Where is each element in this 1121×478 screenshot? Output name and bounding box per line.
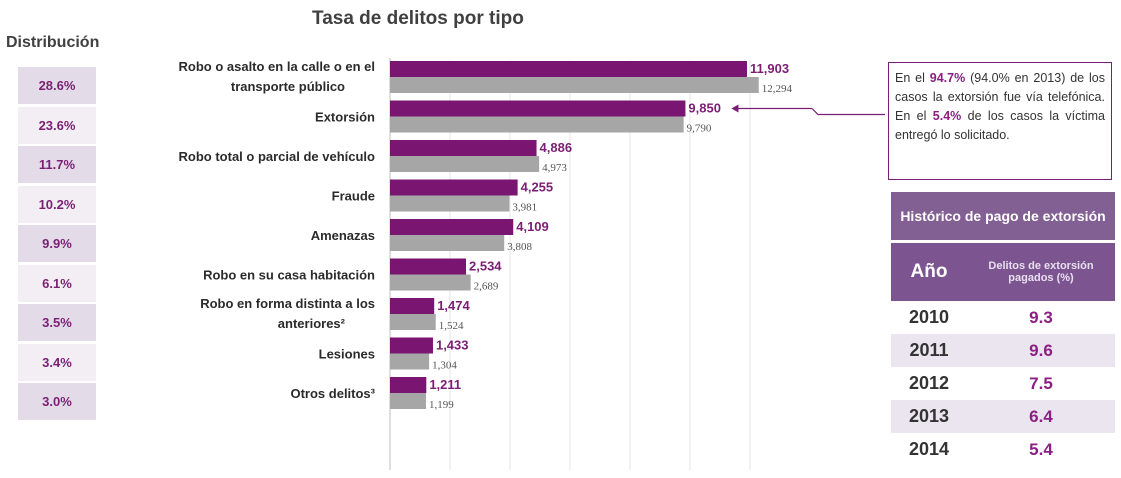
data-label-series-1: 4,886 (540, 140, 573, 155)
bar-chart: 11,903 12,294 Robo o asalto en la calle o … (179, 58, 885, 470)
history-year: 2014 (908, 439, 950, 459)
bar-series-2 (390, 393, 426, 409)
history-col-year: Año (910, 261, 948, 282)
bar-series-1 (390, 61, 747, 77)
data-label-series-2: 1,304 (432, 360, 457, 372)
history-year: 2012 (908, 373, 950, 393)
history-row: 2012 7.5 (891, 367, 1115, 400)
data-label-series-1: 4,109 (516, 219, 549, 234)
category-label: Extorsión (315, 110, 375, 125)
callout-arrowhead (731, 104, 739, 113)
data-label-series-2: 2,689 (474, 281, 499, 293)
history-year: 2013 (908, 406, 950, 426)
extortion-note: En el 94.7% (94.0% en 2013) de los casos… (888, 62, 1112, 180)
data-label-series-2: 1,199 (429, 399, 454, 411)
history-pct: 9.6 (1029, 340, 1053, 360)
history-title: Histórico de pago de extorsión (891, 192, 1115, 240)
category-label: anteriores² (278, 316, 346, 331)
data-label-series-1: 11,903 (750, 61, 789, 76)
data-label-series-1: 1,433 (436, 338, 469, 353)
data-label-series-2: 12,294 (762, 83, 793, 95)
note-highlight-1: 94.7% (929, 71, 966, 85)
category-label: Otros delitos³ (290, 386, 375, 401)
note-text-2: (94.0% en 2013) de los casos la extorsió… (895, 71, 1105, 123)
history-year: 2011 (909, 340, 949, 360)
bar-series-2 (390, 77, 759, 93)
category-label: Robo en forma distinta a los (200, 296, 375, 311)
history-row: 2013 6.4 (891, 400, 1115, 433)
data-label-series-1: 9,850 (688, 101, 721, 116)
history-pct: 7.5 (1029, 373, 1053, 393)
bar-series-2 (390, 353, 430, 370)
bar-series-1 (390, 337, 433, 354)
history-row: 2014 5.4 (891, 433, 1115, 466)
distribution-cell: 9.9% (18, 225, 96, 262)
note-text-1: En el (895, 71, 930, 85)
data-label-series-2: 3,808 (507, 241, 532, 253)
data-label-series-1: 2,534 (469, 259, 502, 274)
distribution-cell: 3.4% (18, 343, 96, 381)
data-label-series-2: 9,790 (687, 123, 712, 135)
data-label-series-1: 1,211 (429, 377, 461, 392)
history-rows: 2010 9.3 2011 9.6 2012 7.5 2013 6.4 2014 5.4 (891, 301, 1115, 466)
data-label-series-2: 1,524 (439, 320, 464, 332)
category-label: Amenazas (311, 228, 375, 243)
bar-series-1 (390, 298, 435, 314)
bar-series-2 (390, 314, 436, 330)
bar-series-1 (390, 179, 518, 196)
data-label-series-2: 3,981 (512, 202, 537, 214)
distribution-cell: 28.6% (18, 67, 96, 104)
bar-series-1 (390, 140, 537, 156)
distribution-cell: 3.0% (18, 383, 96, 420)
history-col-pct: Delitos de extorsión pagados (%) (988, 260, 1094, 284)
bar-series-2 (390, 156, 540, 172)
category-label: Lesiones (319, 347, 375, 362)
data-label-series-1: 4,255 (521, 180, 554, 195)
distribution-cell: 6.1% (18, 264, 96, 302)
note-text-3: de los casos la víctima entregó lo solic… (895, 109, 1106, 142)
bar-series-1 (390, 258, 467, 275)
callout-connector (811, 108, 885, 116)
bar-series-1 (390, 377, 427, 393)
bar-series-2 (390, 235, 505, 251)
history-pct: 9.3 (1029, 307, 1053, 327)
history-pct: 5.4 (1029, 439, 1053, 459)
distribution-title: Distribución (6, 34, 100, 51)
bar-series-1 (390, 219, 514, 235)
bar-series-2 (390, 195, 510, 212)
distribution-cell: 23.6% (18, 106, 96, 144)
category-label: Robo o asalto en la calle o en el (179, 59, 376, 74)
data-label-series-1: 1,474 (437, 298, 470, 313)
history-table: Histórico de pago de extorsión Año Delit… (891, 192, 1115, 466)
data-label-series-2: 4,973 (542, 162, 567, 174)
distribution-cell: 10.2% (18, 185, 96, 223)
note-highlight-2: 5.4% (932, 109, 962, 123)
bar-series-1 (390, 100, 686, 117)
category-label: transporte público (231, 79, 345, 94)
category-label: Robo total o parcial de vehículo (179, 149, 376, 164)
history-year: 2010 (908, 307, 950, 327)
distribution-cell: 3.5% (18, 304, 96, 341)
category-label: Robo en su casa habitación (203, 268, 375, 283)
history-header-row: Año Delitos de extorsión pagados (%) (891, 243, 1115, 301)
bar-series-2 (390, 116, 684, 133)
history-row: 2010 9.3 (891, 301, 1115, 334)
bar-series-2 (390, 274, 471, 291)
distribution-cell: 11.7% (18, 146, 96, 183)
history-row: 2011 9.6 (891, 334, 1115, 367)
history-pct: 6.4 (1029, 406, 1053, 426)
category-label: Fraude (332, 189, 375, 204)
chart-title: Tasa de delitos por tipo (312, 8, 524, 29)
